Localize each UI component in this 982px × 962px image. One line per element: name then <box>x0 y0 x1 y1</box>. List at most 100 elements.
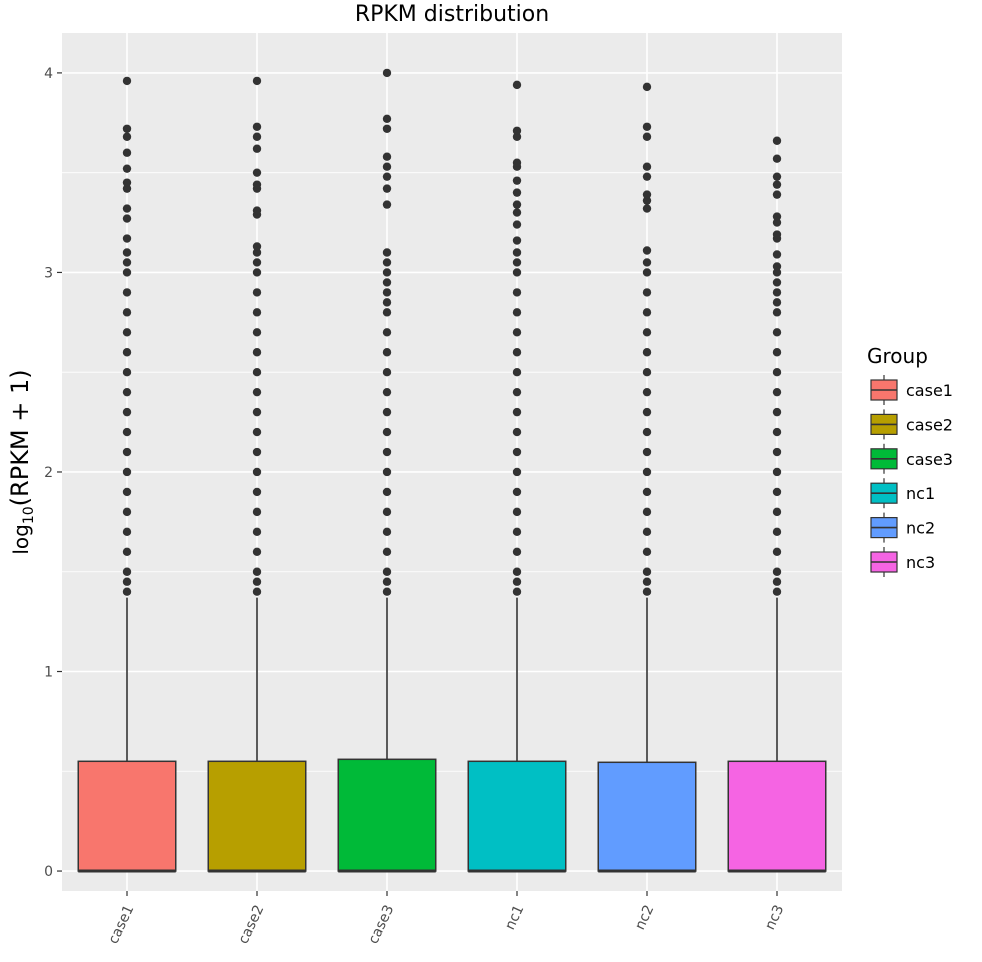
outlier-point-case1 <box>122 487 132 497</box>
outlier-point-nc2 <box>642 190 652 199</box>
outlier-point-case1 <box>122 427 132 437</box>
outlier-point-case2 <box>252 348 262 357</box>
outlier-point-case3 <box>382 268 392 277</box>
y-tick-label: 1 <box>44 665 53 681</box>
outlier-point-case1 <box>122 587 132 596</box>
outlier-point-case3 <box>382 248 392 257</box>
outlier-point-nc1 <box>512 248 522 257</box>
outlier-layer <box>122 68 782 596</box>
outlier-point-nc2 <box>642 308 652 317</box>
outlier-point-case1 <box>122 132 132 141</box>
outlier-point-case1 <box>122 368 132 377</box>
outlier-point-case2 <box>252 248 262 257</box>
outlier-point-case3 <box>382 184 392 193</box>
outlier-point-nc1 <box>512 126 522 135</box>
outlier-point-nc3 <box>772 427 782 437</box>
outlier-point-nc1 <box>512 368 522 377</box>
outlier-point-case1 <box>122 387 132 397</box>
outlier-point-case1 <box>122 507 132 517</box>
outlier-point-case1 <box>122 567 132 576</box>
outlier-point-nc3 <box>772 268 782 277</box>
outlier-point-nc2 <box>642 82 652 92</box>
outlier-point-nc2 <box>642 196 652 205</box>
outlier-point-nc3 <box>772 407 782 417</box>
outlier-point-case3 <box>382 507 392 517</box>
outlier-point-nc1 <box>512 507 522 517</box>
outlier-point-nc1 <box>512 188 522 197</box>
outlier-point-nc2 <box>642 387 652 397</box>
box-case3 <box>337 758 437 872</box>
outlier-point-case2 <box>252 487 262 497</box>
outlier-point-nc3 <box>772 368 782 377</box>
outlier-point-case1 <box>122 258 132 267</box>
outlier-point-nc1 <box>512 258 522 267</box>
y-tick-label: 2 <box>44 465 53 481</box>
y-tick-label: 4 <box>44 66 53 82</box>
outlier-point-nc2 <box>642 527 652 537</box>
outlier-point-case2 <box>252 567 262 576</box>
outlier-point-nc1 <box>512 348 522 357</box>
outlier-point-case3 <box>382 487 392 497</box>
outlier-point-nc3 <box>772 180 782 189</box>
outlier-point-case2 <box>252 547 262 556</box>
outlier-point-nc3 <box>772 250 782 259</box>
outlier-point-nc1 <box>512 308 522 317</box>
outlier-point-case3 <box>382 124 392 133</box>
outlier-point-nc1 <box>512 547 522 556</box>
outlier-point-case3 <box>382 288 392 297</box>
outlier-point-case1 <box>122 407 132 417</box>
legend-items: case1 case2 case3 nc1 nc2 nc3 <box>870 375 953 577</box>
outlier-point-case3 <box>382 567 392 576</box>
box-layer <box>77 597 827 873</box>
outlier-point-case2 <box>252 288 262 297</box>
legend: Group case1 case2 case3 nc1 nc2 nc3 <box>867 344 953 577</box>
outlier-point-nc2 <box>642 407 652 417</box>
box-case1 <box>77 760 177 872</box>
outlier-point-case3 <box>382 547 392 556</box>
outlier-point-case1 <box>122 214 132 223</box>
outlier-point-nc3 <box>772 487 782 497</box>
outlier-point-nc3 <box>772 262 782 271</box>
outlier-point-nc1 <box>512 407 522 417</box>
outlier-point-nc3 <box>772 577 782 586</box>
outlier-point-nc3 <box>772 348 782 357</box>
outlier-point-nc1 <box>512 200 522 209</box>
outlier-point-nc3 <box>772 154 782 163</box>
outlier-point-nc3 <box>772 230 782 239</box>
outlier-point-case2 <box>252 132 262 141</box>
outlier-point-case2 <box>252 427 262 437</box>
outlier-point-nc1 <box>512 567 522 576</box>
outlier-point-nc1 <box>512 132 522 141</box>
outlier-point-nc1 <box>512 288 522 297</box>
outlier-point-case1 <box>122 268 132 277</box>
outlier-point-nc3 <box>772 308 782 317</box>
outlier-point-case2 <box>252 577 262 586</box>
y-axis-title-prefix: log <box>9 524 33 555</box>
outlier-point-nc3 <box>772 218 782 227</box>
outlier-point-case3 <box>382 368 392 377</box>
outlier-point-case3 <box>382 114 392 124</box>
y-axis-title-subscript: 10 <box>21 506 37 524</box>
outlier-point-case3 <box>382 407 392 417</box>
outlier-point-nc2 <box>642 162 652 171</box>
box-nc2 <box>597 761 697 872</box>
outlier-point-case3 <box>382 467 392 477</box>
outlier-point-nc2 <box>642 587 652 596</box>
outlier-point-case1 <box>122 124 132 133</box>
box-nc3 <box>727 760 827 872</box>
outlier-point-nc2 <box>642 172 652 181</box>
outlier-point-case2 <box>252 467 262 477</box>
outlier-point-case2 <box>252 268 262 277</box>
outlier-point-nc1 <box>512 236 522 245</box>
outlier-point-nc2 <box>642 577 652 586</box>
outlier-point-case1 <box>122 234 132 243</box>
outlier-point-case1 <box>122 76 132 86</box>
outlier-point-nc2 <box>642 467 652 477</box>
outlier-point-case1 <box>122 148 132 157</box>
legend-label-case1: case1 <box>906 381 953 400</box>
outlier-point-nc2 <box>642 547 652 556</box>
outlier-point-case3 <box>382 387 392 397</box>
outlier-point-nc1 <box>512 487 522 497</box>
outlier-point-case2 <box>252 168 262 177</box>
